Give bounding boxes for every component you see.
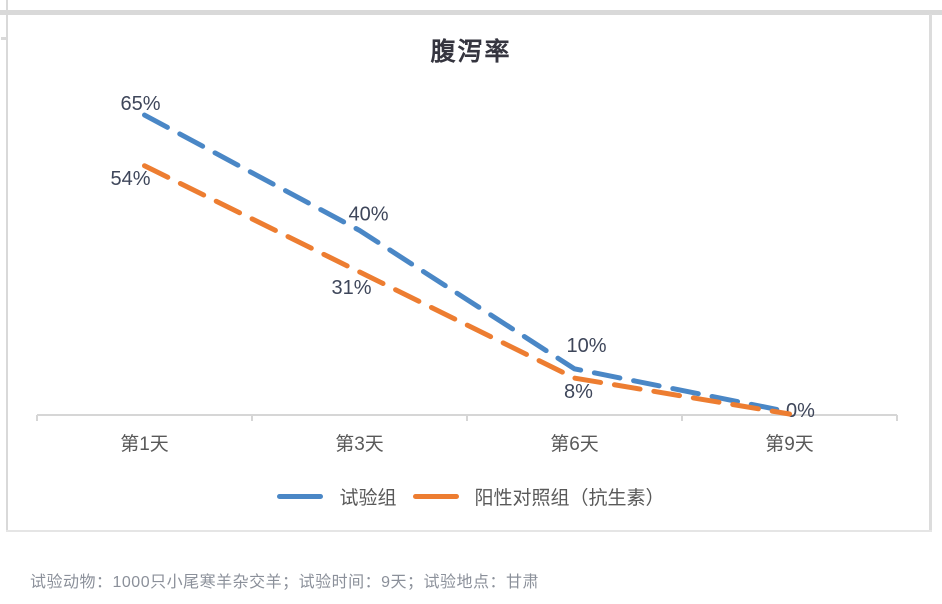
data-label: 40% xyxy=(348,203,388,225)
x-axis-label: 第1天 xyxy=(120,434,169,455)
series-line-1 xyxy=(142,112,792,415)
data-label: 31% xyxy=(331,277,371,299)
x-axis-label: 第3天 xyxy=(335,434,384,455)
chart-frame[interactable] xyxy=(8,15,929,530)
chart-frame-right-border xyxy=(929,14,932,532)
legend-dash-icon xyxy=(277,494,324,499)
data-label: 8% xyxy=(564,381,593,403)
data-label: 10% xyxy=(566,335,606,357)
legend-label: 阳性对照组（抗生素） xyxy=(474,488,665,509)
chart-frame-bottom-border xyxy=(6,530,932,532)
x-axis-label: 第6天 xyxy=(550,434,599,455)
data-label: 0% xyxy=(786,400,815,422)
data-label: 65% xyxy=(120,93,160,115)
footnote-text: 试验动物：1000只小尾寒羊杂交羊；试验时间：9天；试验地点：甘肃 xyxy=(30,574,539,591)
chart-title: 腹泻率 xyxy=(430,38,512,66)
x-axis-label: 第9天 xyxy=(765,434,814,455)
legend-label: 试验组 xyxy=(339,488,397,509)
legend-item: 阳性对照组（抗生素） xyxy=(412,483,665,510)
sheet-gridline-left xyxy=(6,0,8,532)
legend-dash-icon xyxy=(412,494,459,499)
data-label: 54% xyxy=(110,168,150,190)
chart-legend: 试验组 阳性对照组（抗生素） xyxy=(0,483,942,510)
legend-item: 试验组 xyxy=(277,483,397,510)
sheet-row-tick xyxy=(1,37,6,40)
sheet-gridline-top xyxy=(0,10,942,15)
series-line-2 xyxy=(142,163,792,417)
